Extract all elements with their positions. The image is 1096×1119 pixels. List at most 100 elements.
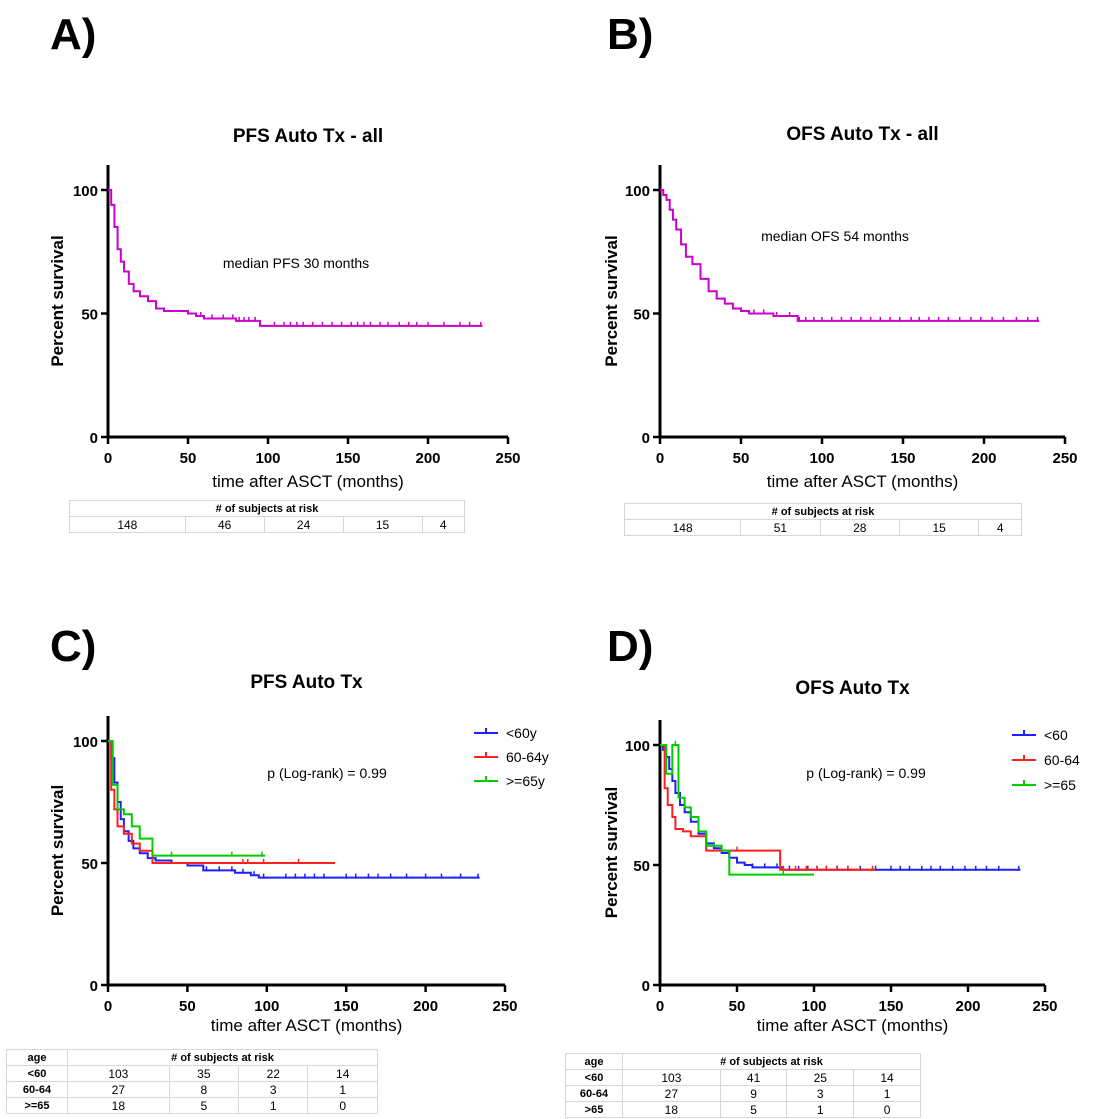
risk-cell: 5 (168, 1097, 240, 1114)
y-tick-label: 0 (642, 430, 650, 447)
risk-table-b: # of subjects at risk 148 51 28 15 4 (623, 503, 1022, 536)
risk-cell: 15 (342, 516, 423, 533)
x-tick-label: 150 (878, 998, 903, 1015)
risk-cell: 148 (69, 516, 186, 533)
risk-cell: 22 (238, 1065, 309, 1082)
legend-label: <60y (506, 725, 537, 741)
risk-cell: 4 (978, 519, 1022, 536)
y-tick-label: 50 (81, 307, 98, 324)
x-tick-label: 50 (179, 998, 196, 1015)
risk-cell: 51 (740, 519, 821, 536)
risk-group: >=65 (6, 1097, 68, 1114)
x-axis-label: time after ASCT (months) (211, 1016, 402, 1035)
y-tick-label: 100 (625, 183, 650, 200)
y-axis-label: Percent survival (602, 787, 621, 918)
risk-cell: 15 (898, 519, 980, 536)
survival-curve (108, 189, 483, 327)
risk-group: <60 (565, 1069, 623, 1086)
x-tick-label: 200 (413, 998, 438, 1015)
risk-cell: 25 (786, 1069, 855, 1086)
x-tick-label: 100 (255, 450, 280, 467)
x-axis-label: time after ASCT (months) (767, 472, 958, 491)
x-axis-label: time after ASCT (months) (757, 1016, 948, 1035)
risk-table-header: # of subjects at risk (69, 500, 465, 517)
legend-label: 60-64 (1044, 752, 1080, 768)
risk-group: <60 (6, 1065, 68, 1082)
risk-table-header: # of subjects at risk (67, 1049, 378, 1066)
risk-cell: 46 (184, 516, 265, 533)
y-tick-label: 0 (90, 430, 98, 447)
risk-cell: 18 (67, 1097, 170, 1114)
risk-cell: 4 (421, 516, 466, 533)
y-tick-label: 50 (633, 307, 650, 324)
risk-cell: 0 (853, 1101, 921, 1118)
risk-cell: 1 (307, 1081, 378, 1098)
survival-curve (660, 744, 876, 871)
x-tick-label: 0 (656, 998, 664, 1015)
y-axis-label: Percent survival (48, 785, 67, 916)
risk-table-header: # of subjects at risk (622, 1053, 921, 1070)
y-tick-label: 100 (73, 183, 98, 200)
y-tick-label: 0 (90, 978, 98, 995)
x-tick-label: 50 (180, 450, 197, 467)
risk-cell: 27 (622, 1085, 721, 1102)
chart-annotation: p (Log-rank) = 0.99 (267, 765, 387, 781)
risk-cell: 3 (238, 1081, 309, 1098)
y-tick-label: 0 (642, 978, 650, 995)
y-axis-label: Percent survival (48, 235, 67, 366)
chart-annotation: p (Log-rank) = 0.99 (806, 765, 926, 781)
y-tick-label: 50 (81, 856, 98, 873)
x-tick-label: 150 (890, 450, 915, 467)
risk-cell: 28 (819, 519, 900, 536)
risk-cell: 1 (853, 1085, 921, 1102)
risk-table-d: age # of subjects at risk <60 103 41 25 … (565, 1053, 921, 1118)
risk-cell: 3 (786, 1085, 855, 1102)
y-tick-label: 50 (633, 858, 650, 875)
risk-cell: 1 (238, 1097, 309, 1114)
risk-group: 60-64 (6, 1081, 68, 1098)
x-tick-label: 200 (415, 450, 440, 467)
risk-cell: 103 (622, 1069, 721, 1086)
risk-table-a: # of subjects at risk 148 46 24 15 4 (69, 500, 466, 533)
x-axis-label: time after ASCT (months) (212, 472, 403, 491)
risk-cell: 27 (67, 1081, 170, 1098)
x-tick-label: 150 (335, 450, 360, 467)
chart-title: PFS Auto Tx (250, 672, 363, 693)
x-tick-label: 150 (334, 998, 359, 1015)
survival-curve (108, 740, 266, 857)
y-tick-label: 100 (625, 738, 650, 755)
legend-label: >=65y (506, 773, 545, 789)
risk-cell: 41 (719, 1069, 788, 1086)
risk-table-header: # of subjects at risk (624, 503, 1022, 520)
chart-title: OFS Auto Tx - all (786, 124, 938, 145)
panel-label-a: A) (50, 10, 97, 59)
risk-group: >65 (565, 1101, 623, 1118)
chart-annotation: median PFS 30 months (223, 255, 369, 271)
legend-label: 60-64y (506, 749, 549, 765)
risk-cell: 148 (623, 519, 742, 536)
x-tick-label: 200 (955, 998, 980, 1015)
risk-cell: 8 (168, 1081, 240, 1098)
survival-curve (660, 189, 1040, 322)
risk-cell: 103 (67, 1065, 170, 1082)
survival-curve (108, 740, 480, 879)
risk-age-header: age (565, 1053, 623, 1070)
risk-cell: 24 (263, 516, 344, 533)
y-tick-label: 100 (73, 734, 98, 751)
risk-cell: 9 (719, 1085, 788, 1102)
legend-label: <60 (1044, 727, 1068, 743)
survival-curve (108, 740, 336, 864)
y-axis-label: Percent survival (602, 235, 621, 366)
x-tick-label: 250 (1032, 998, 1057, 1015)
risk-cell: 0 (307, 1097, 378, 1114)
risk-age-header: age (6, 1049, 68, 1066)
x-tick-label: 200 (971, 450, 996, 467)
chart-title: PFS Auto Tx - all (233, 126, 383, 147)
x-tick-label: 250 (1052, 450, 1077, 467)
x-tick-label: 100 (809, 450, 834, 467)
risk-cell: 18 (622, 1101, 721, 1118)
x-tick-label: 250 (492, 998, 517, 1015)
chart-title: OFS Auto Tx (795, 678, 910, 699)
x-tick-label: 0 (104, 450, 112, 467)
